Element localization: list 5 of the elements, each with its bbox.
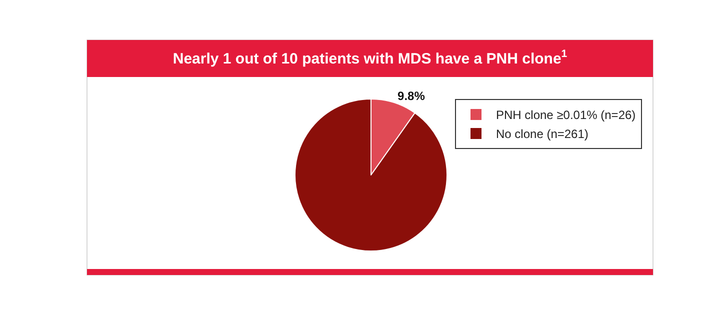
legend-label: PNH clone ≥0.01% (n=26) [496,108,636,122]
legend-label: No clone (n=261) [496,127,588,142]
chart-title: Nearly 1 out of 10 patients with MDS have a PNH clone$^{1}$ [172,48,568,68]
data-label: 9.8% [398,89,426,104]
pie-slice [294,98,448,252]
